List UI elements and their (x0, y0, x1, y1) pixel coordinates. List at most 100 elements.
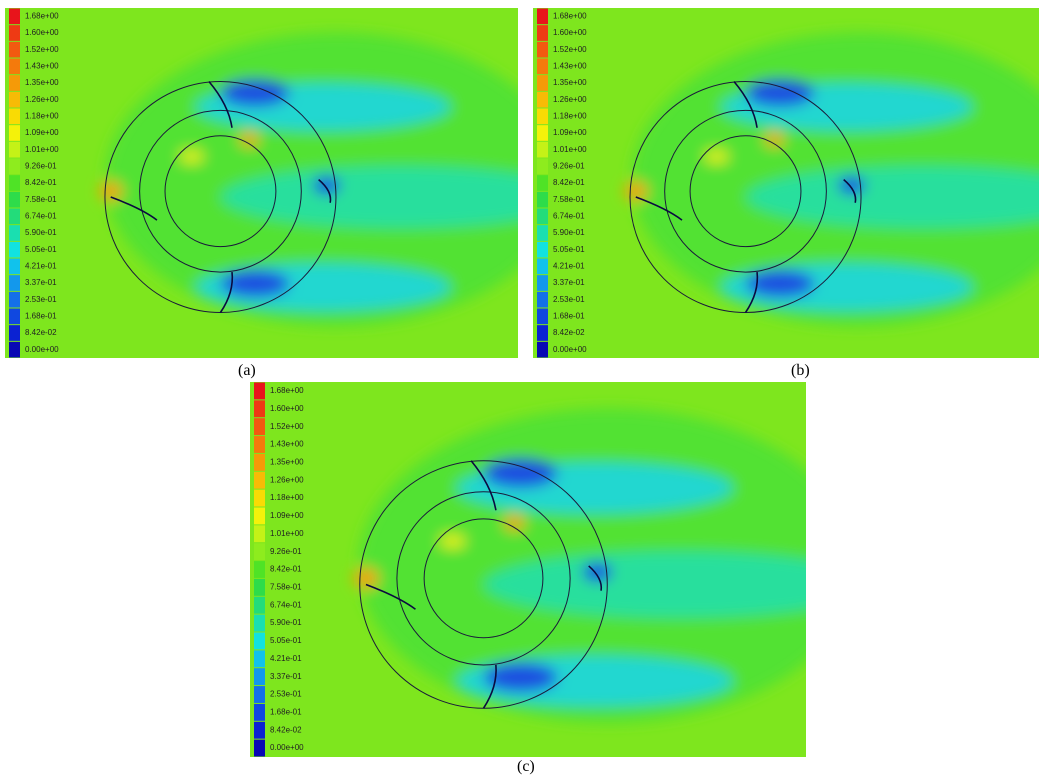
colorbar-swatch (254, 740, 265, 757)
colorbar-swatch (9, 325, 20, 341)
colorbar-swatch (254, 418, 265, 435)
colorbar-swatch (537, 275, 548, 291)
colorbar-label: 0.00e+00 (25, 345, 59, 354)
colorbar-swatch (254, 490, 265, 507)
colorbar-swatch (537, 142, 548, 158)
colorbar-label: 5.90e-01 (270, 618, 302, 627)
colorbar-label: 2.53e-01 (270, 690, 302, 699)
colorbar-swatch (537, 42, 548, 58)
colorbar-label: 4.21e-01 (270, 654, 302, 663)
hot-spot (440, 535, 465, 547)
colorbar-swatch (254, 597, 265, 614)
colorbar-swatch (9, 159, 20, 175)
colorbar-label: 1.01e+00 (25, 145, 59, 154)
colorbar-swatch (9, 9, 20, 25)
colorbar-label: 1.60e+00 (270, 404, 304, 413)
colorbar-label: 1.52e+00 (270, 422, 304, 431)
colorbar-swatch (254, 454, 265, 471)
hot-spot (180, 151, 203, 163)
colorbar-label: 3.37e-01 (25, 278, 57, 287)
colorbar-swatch (9, 92, 20, 108)
colorbar-label: 8.42e-02 (25, 328, 57, 337)
colorbar-swatch (254, 650, 265, 667)
colorbar-label: 5.90e-01 (25, 228, 57, 237)
vortex (220, 79, 289, 107)
colorbar-swatch (254, 472, 265, 489)
colorbar-label: 1.68e+00 (553, 11, 587, 20)
colorbar-swatch (254, 633, 265, 650)
colorbar-swatch (254, 436, 265, 453)
colorbar-label: 5.05e-01 (553, 245, 585, 254)
colorbar-swatch (9, 59, 20, 75)
colorbar-label: 1.68e-01 (25, 311, 57, 320)
colorbar-label: 9.26e-01 (25, 161, 57, 170)
caption: (c) (517, 758, 535, 776)
colorbar-label: 7.58e-01 (553, 195, 585, 204)
colorbar-label: 6.74e-01 (553, 211, 585, 220)
colorbar-label: 1.18e+00 (25, 111, 59, 120)
colorbar-swatch (9, 192, 20, 208)
colorbar-label: 5.05e-01 (25, 245, 57, 254)
colorbar-swatch (254, 722, 265, 739)
colorbar-label: 5.05e-01 (270, 636, 302, 645)
vortex (838, 176, 866, 194)
colorbar-label: 1.43e+00 (25, 61, 59, 70)
colorbar-label: 1.60e+00 (553, 28, 587, 37)
colorbar-label: 1.01e+00 (270, 529, 304, 538)
vortex (220, 270, 289, 298)
colorbar-label: 7.58e-01 (270, 582, 302, 591)
vortex (746, 270, 815, 298)
colorbar-label: 1.09e+00 (553, 128, 587, 137)
colorbar-swatch (9, 242, 20, 258)
colorbar-label: 1.35e+00 (25, 78, 59, 87)
colorbar-label: 8.42e-01 (270, 565, 302, 574)
colorbar-swatch (537, 192, 548, 208)
colorbar-swatch (9, 209, 20, 225)
colorbar-label: 6.74e-01 (270, 600, 302, 609)
contour-panel: 1.68e+001.60e+001.52e+001.43e+001.35e+00… (533, 8, 1039, 358)
colorbar-label: 8.42e-01 (553, 178, 585, 187)
contour-panel: 1.68e+001.60e+001.52e+001.43e+001.35e+00… (5, 8, 518, 358)
colorbar-label: 0.00e+00 (270, 743, 304, 752)
colorbar-swatch (254, 400, 265, 417)
colorbar-label: 1.26e+00 (25, 95, 59, 104)
colorbar-label: 9.26e-01 (270, 547, 302, 556)
colorbar-swatch (537, 242, 548, 258)
colorbar-swatch (9, 75, 20, 91)
colorbar-label: 0.00e+00 (553, 345, 587, 354)
colorbar-label: 1.68e+00 (270, 386, 304, 395)
hot-spot (705, 151, 728, 163)
colorbar-swatch (254, 668, 265, 685)
colorbar-label: 1.60e+00 (25, 28, 59, 37)
colorbar-label: 8.42e-01 (25, 178, 57, 187)
colorbar-swatch (537, 25, 548, 41)
colorbar-swatch (9, 42, 20, 58)
colorbar-label: 1.52e+00 (553, 45, 587, 54)
colorbar-label: 9.26e-01 (553, 161, 585, 170)
colorbar-swatch (9, 109, 20, 125)
figure: 1.68e+00 1.60e+00 1.52e+00 1.43e+00 1.35e+00… (0, 0, 1041, 778)
vortex (746, 79, 815, 107)
colorbar-swatch (537, 225, 548, 241)
colorbar-swatch (537, 109, 548, 125)
colorbar-swatch (254, 525, 265, 542)
colorbar-swatch (9, 275, 20, 291)
colorbar-label: 3.37e-01 (270, 672, 302, 681)
colorbar-swatch (537, 209, 548, 225)
colorbar-swatch (9, 142, 20, 158)
caption: (b) (791, 362, 810, 380)
colorbar-label: 8.42e-02 (553, 328, 585, 337)
colorbar-label: 1.01e+00 (553, 145, 587, 154)
colorbar-swatch (254, 686, 265, 703)
colorbar-swatch (254, 543, 265, 560)
colorbar-swatch (254, 561, 265, 578)
colorbar-label: 1.18e+00 (270, 493, 304, 502)
colorbar-swatch (9, 342, 20, 358)
colorbar-label: 3.37e-01 (553, 278, 585, 287)
colorbar-swatch (537, 59, 548, 75)
colorbar-label: 4.21e-01 (553, 261, 585, 270)
colorbar-label: 5.90e-01 (553, 228, 585, 237)
colorbar-label: 1.18e+00 (553, 111, 587, 120)
colorbar-label: 4.21e-01 (25, 261, 57, 270)
colorbar-label: 2.53e-01 (25, 295, 57, 304)
